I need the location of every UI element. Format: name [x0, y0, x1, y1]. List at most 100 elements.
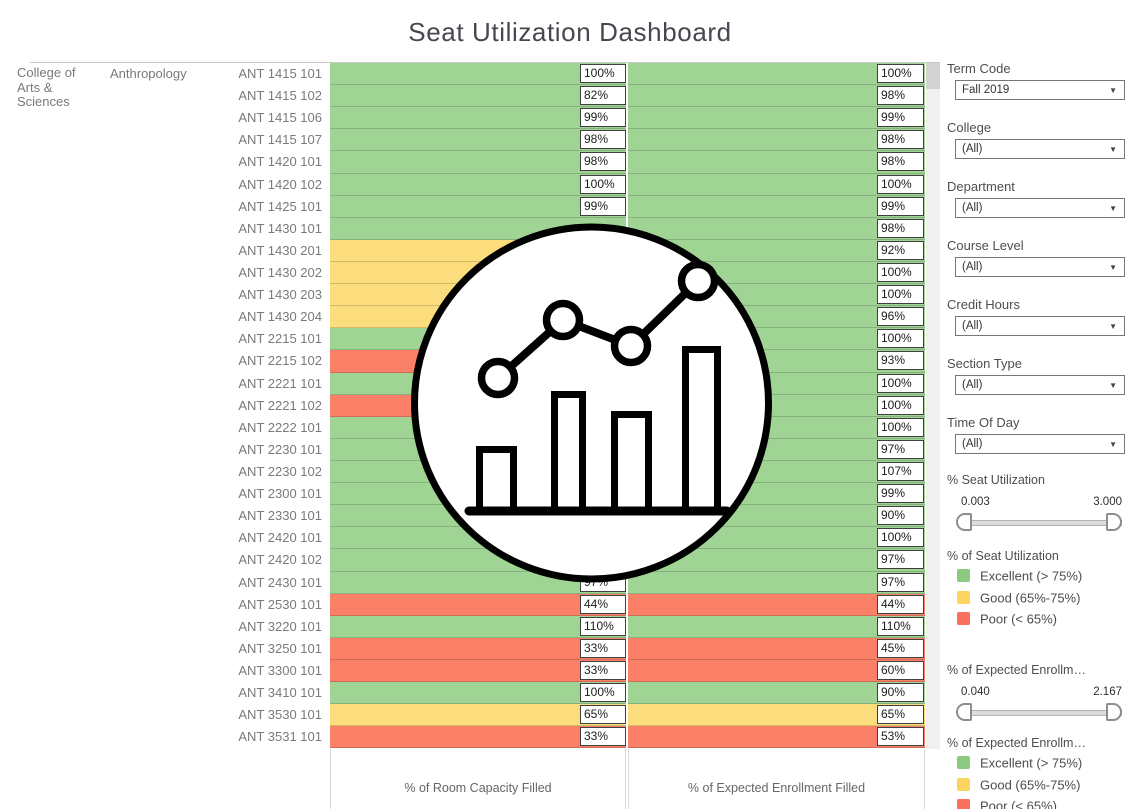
room-capacity-bar[interactable] — [330, 85, 626, 108]
slider-handle-right[interactable] — [1106, 703, 1122, 721]
expected-enrollment-bar[interactable] — [628, 593, 925, 616]
course-code-header[interactable]: ANT 2330 101 — [238, 508, 322, 524]
filter-dropdown-department[interactable]: (All) ▼ — [955, 198, 1125, 218]
expected-enrollment-bar[interactable] — [628, 637, 925, 660]
legend-item-excellent[interactable]: Excellent (> 75%) — [957, 567, 1082, 583]
course-code-header[interactable]: ANT 1415 102 — [238, 88, 322, 104]
course-code-header[interactable]: ANT 2230 101 — [238, 441, 322, 457]
course-code-header[interactable]: ANT 3220 101 — [238, 618, 322, 634]
filter-dropdown-course-level[interactable]: (All) ▼ — [955, 257, 1125, 277]
course-code-header[interactable]: ANT 2230 102 — [238, 463, 322, 479]
course-code-header[interactable]: ANT 2221 101 — [238, 375, 322, 391]
legend-item-good[interactable]: Good (65%-75%) — [957, 776, 1080, 792]
expected-enrollment-bar[interactable] — [628, 659, 925, 683]
expected-enrollment-bar[interactable] — [628, 129, 925, 152]
table-row: ANT 1415 107 98% 98% — [0, 129, 1140, 152]
legend-item-poor[interactable]: Poor (< 65%) — [957, 610, 1057, 626]
course-code-header[interactable]: ANT 1425 101 — [238, 198, 322, 214]
course-code-header[interactable]: ANT 1430 203 — [238, 287, 322, 303]
room-capacity-bar[interactable] — [330, 615, 626, 638]
room-capacity-bar[interactable] — [330, 593, 626, 616]
slider-track[interactable] — [963, 520, 1122, 526]
course-code-header[interactable]: ANT 1430 101 — [238, 220, 322, 236]
slider-min-value: 0.040 — [961, 686, 990, 698]
room-capacity-bar[interactable] — [330, 682, 626, 705]
course-code-header[interactable]: ANT 1420 102 — [238, 176, 322, 192]
legend-item-poor[interactable]: Poor (< 65%) — [957, 797, 1057, 809]
expected-enrollment-bar[interactable] — [628, 704, 925, 727]
college-row-header[interactable]: College of Arts & Sciences — [17, 65, 76, 110]
legend-item-excellent[interactable]: Excellent (> 75%) — [957, 754, 1082, 770]
expected-enrollment-value: 97% — [877, 550, 924, 570]
course-code-header[interactable]: ANT 1430 201 — [238, 242, 322, 258]
room-capacity-bar[interactable] — [330, 151, 626, 174]
room-capacity-bar[interactable] — [330, 129, 626, 152]
course-code-header[interactable]: ANT 2215 102 — [238, 353, 322, 369]
course-code-header[interactable]: ANT 2222 101 — [238, 419, 322, 435]
course-code-header[interactable]: ANT 3300 101 — [238, 662, 322, 678]
slider-handle-right[interactable] — [1106, 513, 1122, 531]
course-code-header[interactable]: ANT 1415 107 — [238, 132, 322, 148]
expected-enrollment-value: 100% — [877, 174, 924, 194]
expected-enrollment-value: 90% — [877, 683, 924, 703]
expected-enrollment-value: 100% — [877, 285, 924, 305]
filter-dropdown-time-of-day[interactable]: (All) ▼ — [955, 434, 1125, 454]
expected-enrollment-bar[interactable] — [628, 107, 925, 130]
filter-dropdown-section-type[interactable]: (All) ▼ — [955, 375, 1125, 395]
expected-enrollment-bar[interactable] — [628, 682, 925, 705]
expected-enrollment-bar[interactable] — [628, 615, 925, 638]
expected-enrollment-bar[interactable] — [628, 173, 925, 196]
expected-enrollment-bar[interactable] — [628, 63, 925, 86]
room-capacity-value: 33% — [580, 727, 626, 747]
legend-item-label: Good (65%-75%) — [980, 589, 1081, 605]
expected-enrollment-bar[interactable] — [628, 85, 925, 108]
course-code-header[interactable]: ANT 2221 102 — [238, 397, 322, 413]
filter-dropdown-college[interactable]: (All) ▼ — [955, 139, 1125, 159]
expected-enrollment-bar[interactable] — [628, 571, 925, 594]
course-code-header[interactable]: ANT 2215 101 — [238, 331, 322, 347]
course-code-header[interactable]: ANT 1415 106 — [238, 110, 322, 126]
room-capacity-bar[interactable] — [330, 726, 626, 749]
department-row-header[interactable]: Anthropology — [110, 66, 187, 81]
axis-label-expected-enrollment: % of Expected Enrollment Filled — [628, 748, 925, 809]
course-code-header[interactable]: ANT 1415 101 — [238, 66, 322, 81]
room-capacity-bar[interactable] — [330, 173, 626, 196]
course-code-header[interactable]: ANT 3410 101 — [238, 685, 322, 701]
course-code-header[interactable]: ANT 3531 101 — [238, 729, 322, 745]
expected-enrollment-bar[interactable] — [628, 217, 925, 240]
slider-handle-left[interactable] — [956, 703, 972, 721]
expected-enrollment-bar[interactable] — [628, 151, 925, 174]
room-capacity-bar[interactable] — [330, 704, 626, 727]
course-code-header[interactable]: ANT 1430 202 — [238, 264, 322, 280]
course-code-header[interactable]: ANT 2300 101 — [238, 486, 322, 502]
expected-enrollment-bar[interactable] — [628, 239, 925, 262]
course-code-header[interactable]: ANT 1420 101 — [238, 154, 322, 170]
legend-swatch-poor — [957, 612, 970, 626]
course-code-header[interactable]: ANT 2420 102 — [238, 552, 322, 568]
course-code-header[interactable]: ANT 3530 101 — [238, 707, 322, 723]
room-capacity-bar[interactable] — [330, 195, 626, 218]
course-code-header[interactable]: ANT 2420 101 — [238, 530, 322, 546]
room-capacity-bar[interactable] — [330, 63, 626, 86]
legend-item-good[interactable]: Good (65%-75%) — [957, 589, 1081, 605]
slider-handle-left[interactable] — [956, 513, 972, 531]
slider-track[interactable] — [963, 710, 1122, 716]
course-code-header[interactable]: ANT 1430 204 — [238, 309, 322, 325]
expected-enrollment-value: 98% — [877, 130, 924, 150]
room-capacity-bar[interactable] — [330, 659, 626, 683]
expected-enrollment-bar[interactable] — [628, 195, 925, 218]
course-code-header[interactable]: ANT 2530 101 — [238, 596, 322, 612]
expected-enrollment-value: 100% — [877, 528, 924, 548]
slider-title-of-expected-enrollm: % of Expected Enrollm… — [947, 663, 1086, 677]
expected-enrollment-bar[interactable] — [628, 726, 925, 749]
room-capacity-bar[interactable] — [330, 107, 626, 130]
chart-logo-icon — [411, 223, 772, 583]
vertical-scrollbar[interactable] — [926, 63, 940, 749]
room-capacity-bar[interactable] — [330, 637, 626, 660]
filter-dropdown-credit-hours[interactable]: (All) ▼ — [955, 316, 1125, 336]
scrollbar-thumb[interactable] — [926, 63, 940, 89]
course-code-header[interactable]: ANT 3250 101 — [238, 640, 322, 656]
filter-dropdown-term-code[interactable]: Fall 2019 ▼ — [955, 80, 1125, 100]
expected-enrollment-bar[interactable] — [628, 549, 925, 572]
course-code-header[interactable]: ANT 2430 101 — [238, 574, 322, 590]
